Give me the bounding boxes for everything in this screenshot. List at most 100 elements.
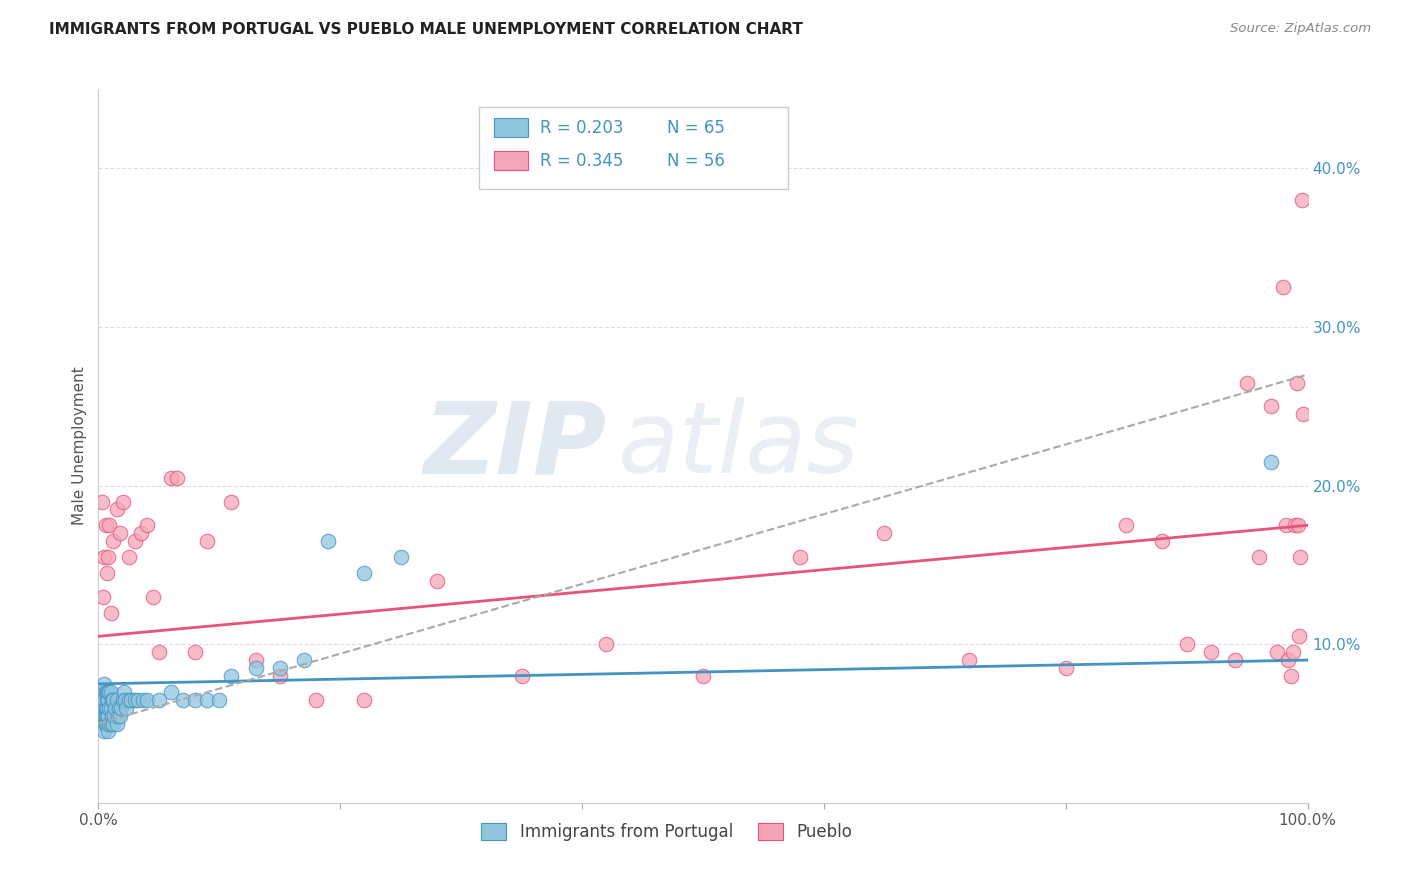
Point: [98, 518, 121, 533]
Point: [114, 692, 136, 706]
Y-axis label: Male Unemployment: Male Unemployment: [72, 367, 87, 525]
Point: [100, 685, 122, 699]
Point: [108, 526, 131, 541]
Point: [118, 692, 141, 706]
Point: [1272, 280, 1295, 294]
Point: [135, 518, 157, 533]
Point: [148, 645, 170, 659]
Point: [426, 574, 449, 588]
Point: [118, 549, 141, 564]
Point: [111, 494, 134, 508]
Point: [1291, 193, 1313, 207]
Point: [96, 692, 118, 706]
Point: [221, 669, 243, 683]
FancyBboxPatch shape: [479, 107, 787, 189]
Point: [101, 716, 124, 731]
Point: [91, 685, 114, 699]
Point: [1275, 518, 1298, 533]
Point: [98, 700, 121, 714]
Point: [184, 692, 207, 706]
Point: [692, 669, 714, 683]
Point: [108, 700, 131, 714]
Point: [1260, 400, 1282, 414]
Point: [93, 692, 115, 706]
Point: [98, 685, 121, 699]
Point: [1223, 653, 1246, 667]
Point: [91, 700, 114, 714]
Point: [1279, 669, 1302, 683]
Point: [195, 534, 218, 549]
Point: [90, 700, 112, 714]
Point: [91, 590, 114, 604]
Point: [100, 700, 122, 714]
Point: [93, 677, 115, 691]
Point: [96, 716, 118, 731]
Point: [100, 708, 122, 723]
Point: [789, 549, 811, 564]
Point: [1285, 376, 1308, 390]
Point: [91, 708, 114, 723]
Point: [97, 708, 120, 723]
Point: [1267, 645, 1289, 659]
Point: [103, 708, 125, 723]
Point: [1286, 518, 1309, 533]
Point: [1260, 455, 1282, 469]
Point: [108, 708, 131, 723]
Point: [97, 685, 120, 699]
Point: [105, 716, 128, 731]
Text: N = 65: N = 65: [666, 119, 724, 136]
Point: [142, 590, 165, 604]
Point: [160, 685, 183, 699]
Text: ZIP: ZIP: [423, 398, 606, 494]
Point: [184, 645, 207, 659]
Point: [1277, 653, 1299, 667]
Point: [132, 692, 155, 706]
Point: [245, 661, 267, 675]
Point: [245, 653, 267, 667]
Point: [93, 708, 115, 723]
Bar: [494, 119, 527, 137]
Point: [105, 502, 128, 516]
Point: [1289, 549, 1312, 564]
Point: [195, 692, 218, 706]
Point: [595, 637, 617, 651]
Point: [1115, 518, 1137, 533]
Point: [96, 685, 118, 699]
Text: Source: ZipAtlas.com: Source: ZipAtlas.com: [1230, 22, 1371, 36]
Point: [97, 724, 120, 739]
Point: [1292, 407, 1315, 421]
Point: [124, 534, 146, 549]
Point: [873, 526, 896, 541]
Point: [93, 549, 115, 564]
Point: [96, 566, 118, 580]
Legend: Immigrants from Portugal, Pueblo: Immigrants from Portugal, Pueblo: [475, 816, 859, 848]
Point: [1054, 661, 1077, 675]
Point: [115, 700, 138, 714]
Point: [160, 471, 183, 485]
Point: [1236, 376, 1258, 390]
Point: [110, 700, 132, 714]
Point: [100, 692, 122, 706]
Point: [107, 708, 129, 723]
Text: IMMIGRANTS FROM PORTUGAL VS PUEBLO MALE UNEMPLOYMENT CORRELATION CHART: IMMIGRANTS FROM PORTUGAL VS PUEBLO MALE …: [49, 22, 803, 37]
Point: [135, 692, 157, 706]
Point: [1175, 637, 1198, 651]
Point: [1152, 534, 1174, 549]
Point: [316, 534, 339, 549]
Point: [97, 549, 120, 564]
Text: R = 0.203: R = 0.203: [540, 119, 623, 136]
Point: [101, 534, 124, 549]
Point: [389, 549, 412, 564]
Text: N = 56: N = 56: [666, 152, 724, 169]
Point: [172, 692, 194, 706]
Point: [1288, 629, 1310, 643]
Point: [91, 716, 114, 731]
Point: [93, 724, 115, 739]
Point: [221, 494, 243, 508]
Text: atlas: atlas: [619, 398, 860, 494]
Point: [127, 692, 149, 706]
Bar: [494, 152, 527, 169]
Point: [94, 518, 117, 533]
Point: [91, 692, 114, 706]
Point: [94, 685, 117, 699]
